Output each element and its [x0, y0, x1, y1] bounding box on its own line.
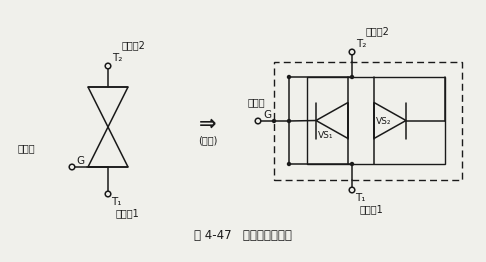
Text: G: G [263, 110, 271, 120]
Text: T₁: T₁ [111, 197, 122, 207]
Text: VS₁: VS₁ [318, 132, 333, 140]
Circle shape [105, 63, 111, 69]
Text: VS₂: VS₂ [376, 117, 392, 125]
Text: 图 4-47   双向晶闸管原理: 图 4-47 双向晶闸管原理 [194, 229, 292, 242]
Circle shape [255, 118, 261, 124]
Text: 主电杗1: 主电杗1 [360, 204, 384, 214]
Text: G: G [76, 156, 84, 166]
Circle shape [287, 75, 291, 79]
Text: 主电杗1: 主电杗1 [116, 208, 140, 218]
Text: (等效): (等效) [198, 135, 218, 145]
Circle shape [287, 119, 291, 123]
Circle shape [349, 49, 355, 55]
Text: T₂: T₂ [356, 39, 366, 49]
Text: 主电杗2: 主电杗2 [122, 40, 146, 50]
Text: T₂: T₂ [112, 53, 122, 63]
Text: 控制极: 控制极 [18, 143, 35, 153]
Circle shape [350, 162, 354, 166]
Text: ⇒: ⇒ [199, 114, 217, 134]
Circle shape [69, 164, 75, 170]
Circle shape [105, 191, 111, 197]
Circle shape [350, 75, 354, 79]
Circle shape [287, 162, 291, 166]
Text: T₁: T₁ [355, 193, 365, 203]
Text: 控制极: 控制极 [248, 97, 266, 107]
Circle shape [349, 187, 355, 193]
Text: 主电杗2: 主电杗2 [366, 26, 390, 36]
Circle shape [272, 119, 276, 123]
